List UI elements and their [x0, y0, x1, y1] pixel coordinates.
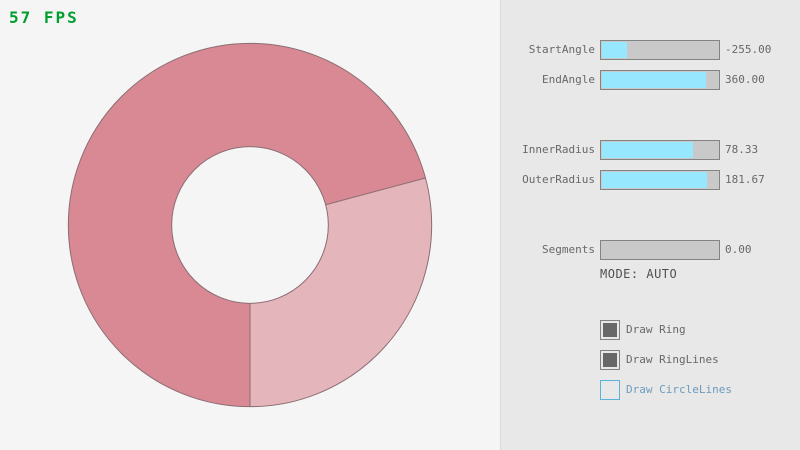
- segments-value: 0.00: [725, 243, 752, 256]
- draw-circlelines-checkbox-row: Draw CircleLines: [600, 380, 800, 400]
- startangle-slider[interactable]: [600, 40, 720, 60]
- innerradius-value: 78.33: [725, 143, 759, 156]
- check-mark: [603, 383, 617, 397]
- slider-track: [602, 72, 718, 88]
- draw-circlelines-checkbox[interactable]: [600, 380, 620, 400]
- check-mark: [603, 353, 617, 367]
- slider-fill: [602, 72, 707, 88]
- endangle-row: EndAngle 360.00: [501, 70, 800, 90]
- draw-circlelines-label: Draw CircleLines: [626, 383, 732, 396]
- outerradius-slider[interactable]: [600, 170, 720, 190]
- slider-fill: [602, 42, 628, 58]
- endangle-label: EndAngle: [542, 73, 595, 86]
- innerradius-row: InnerRadius 78.33: [501, 140, 800, 160]
- endangle-value: 360.00: [725, 73, 765, 86]
- draw-ringlines-label: Draw RingLines: [626, 353, 719, 366]
- ring-inner-outline: [171, 146, 329, 304]
- ring-chart: [67, 42, 433, 408]
- controls-panel: StartAngle -255.00 EndAngle 360.00 Inner…: [500, 0, 800, 450]
- ring-radial-line-east: [325, 177, 426, 206]
- startangle-value: -255.00: [725, 43, 772, 56]
- draw-ringlines-checkbox-row: Draw RingLines: [600, 350, 800, 370]
- startangle-label: StartAngle: [528, 43, 595, 56]
- outerradius-row: OuterRadius 181.67: [501, 170, 800, 190]
- fps-counter: 57 FPS: [9, 8, 79, 27]
- innerradius-slider[interactable]: [600, 140, 720, 160]
- segments-row: Segments 0.00: [501, 240, 800, 260]
- slider-fill: [602, 172, 708, 188]
- slider-track: [602, 142, 718, 158]
- slider-fill: [602, 142, 693, 158]
- innerradius-label: InnerRadius: [522, 143, 595, 156]
- draw-ring-checkbox[interactable]: [600, 320, 620, 340]
- segments-label: Segments: [542, 243, 595, 256]
- segments-slider[interactable]: [600, 240, 720, 260]
- draw-ring-checkbox-row: Draw Ring: [600, 320, 800, 340]
- ring-single-pass-fill: [250, 177, 432, 407]
- slider-track: [602, 42, 718, 58]
- check-mark: [603, 323, 617, 337]
- slider-track: [602, 242, 718, 258]
- startangle-row: StartAngle -255.00: [501, 40, 800, 60]
- segments-mode-text: MODE: AUTO: [600, 267, 678, 281]
- endangle-slider[interactable]: [600, 70, 720, 90]
- draw-ringlines-checkbox[interactable]: [600, 350, 620, 370]
- slider-track: [602, 172, 718, 188]
- outerradius-value: 181.67: [725, 173, 765, 186]
- outerradius-label: OuterRadius: [522, 173, 595, 186]
- draw-ring-label: Draw Ring: [626, 323, 686, 336]
